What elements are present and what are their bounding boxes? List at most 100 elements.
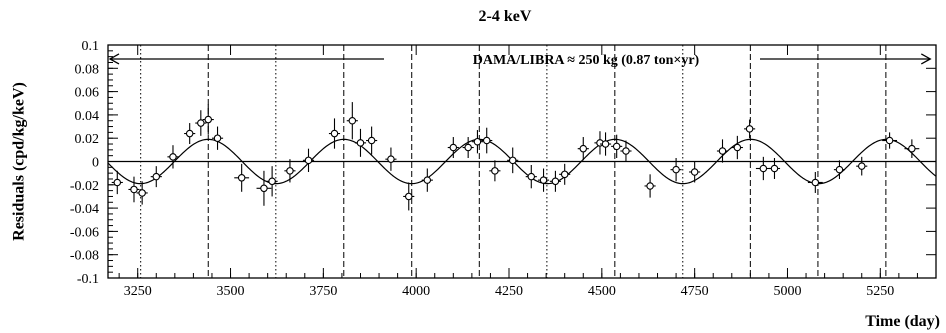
point-marker [561,171,567,177]
point-marker [114,179,120,185]
point-marker [205,116,211,122]
point-marker [613,143,619,149]
point-marker [734,144,740,150]
point-marker [812,179,818,185]
point-marker [647,183,653,189]
point-marker [510,157,516,163]
data-point [756,157,771,180]
point-marker [305,157,311,163]
point-marker [691,169,697,175]
point-marker [760,165,766,171]
point-marker [198,120,204,126]
data-point [689,162,700,183]
point-marker [886,137,892,143]
data-point [195,110,206,136]
point-marker [492,168,498,174]
data-point [448,137,459,158]
point-marker [746,126,752,132]
data-point [347,102,358,139]
point-marker [602,141,608,147]
x-tick-label: 3250 [124,284,152,299]
data-point [203,104,214,134]
data-point [732,136,743,159]
y-tick-label: 0.06 [75,86,100,101]
data-point [267,166,278,196]
y-tick-label: 0.04 [75,109,100,124]
y-tick-label: 0.02 [75,132,100,147]
data-point [212,127,223,150]
data-point [422,168,433,191]
point-marker [388,156,394,162]
data-point [112,171,123,194]
x-tick-label: 3500 [217,284,245,299]
data-point [834,160,845,179]
data-point [137,181,148,204]
data-point [472,130,483,153]
point-marker [771,165,777,171]
annotation-arrow: DAMA/LIBRA ≈ 250 kg (0.87 ton×yr) [110,53,930,68]
data-point [489,160,500,181]
point-marker [214,135,220,141]
point-marker [186,130,192,136]
data-point [355,129,366,157]
data-point [611,135,622,158]
point-marker [528,173,534,179]
data-point [526,165,537,188]
data-point [808,172,823,193]
point-marker [238,175,244,181]
point-marker [357,140,363,146]
point-marker [859,163,865,169]
data-point [184,123,195,144]
data-point [882,132,897,148]
data-point [151,166,162,187]
data-point [645,174,656,197]
point-marker [170,154,176,160]
point-marker [139,190,145,196]
data-point [329,118,340,148]
point-marker [424,177,430,183]
data-point [538,168,549,191]
data-point [303,149,314,172]
point-marker [909,145,915,151]
data-point [856,157,867,176]
data-point [744,120,755,139]
point-marker [450,144,456,150]
data-point [257,171,272,206]
point-marker [406,193,412,199]
point-marker [580,145,586,151]
x-tick-label: 4500 [588,284,616,299]
point-marker [261,185,267,191]
data-point [481,128,492,154]
point-marker [836,166,842,172]
point-marker [465,144,471,150]
point-marker [287,168,293,174]
x-tick-label: 3750 [309,284,337,299]
point-marker [552,178,558,184]
y-tick-label: 0.08 [75,62,100,77]
point-marker [484,137,490,143]
y-axis-label: Residuals (cpd/kg/keV) [11,82,28,241]
data-points [112,102,920,210]
y-tick-label: 0.1 [82,39,100,54]
data-point [366,127,377,155]
x-tick-label: 5000 [773,284,801,299]
point-marker [349,118,355,124]
point-marker [153,173,159,179]
y-tick-label: -0.1 [77,272,99,287]
point-marker [368,137,374,143]
data-point [904,139,919,158]
y-axis-ticks: -0.1 -0.08 -0.06 -0.04 -0.02 0 0.02 0.04 0.06 0.0… [70,39,936,287]
point-marker [331,130,337,136]
data-point [507,148,518,174]
x-tick-label: 4750 [681,284,709,299]
data-point [578,137,589,160]
x-tick-label: 4250 [495,284,523,299]
y-tick-label: -0.02 [70,179,99,194]
y-tick-label: -0.08 [70,249,99,264]
data-point [167,145,178,168]
y-tick-label: 0 [92,156,99,171]
point-marker [719,148,725,154]
x-tick-label: 5250 [866,284,894,299]
data-point [403,182,414,210]
